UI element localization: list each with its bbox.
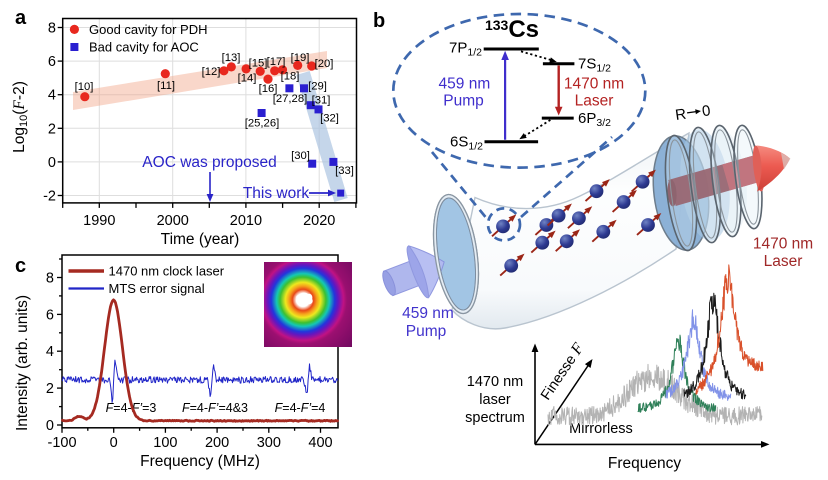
svg-text:[31]: [31] — [312, 95, 331, 107]
svg-text:F=4-F’=4&3: F=4-F’=4&3 — [182, 401, 248, 415]
svg-text:8: 8 — [46, 271, 54, 287]
svg-text:2020: 2020 — [303, 213, 335, 229]
svg-text:400: 400 — [308, 435, 332, 451]
svg-text:[16]: [16] — [259, 83, 278, 95]
svg-text:[15]: [15] — [249, 58, 268, 70]
svg-text:Time (year): Time (year) — [161, 231, 240, 248]
svg-text:[32]: [32] — [320, 113, 339, 125]
svg-text:459 nm: 459 nm — [439, 76, 491, 93]
svg-text:[30]: [30] — [291, 150, 310, 162]
svg-text:4: 4 — [46, 344, 54, 360]
svg-text:2: 2 — [46, 381, 54, 397]
svg-text:8: 8 — [48, 21, 56, 37]
svg-text:6: 6 — [46, 307, 54, 323]
svg-text:300: 300 — [257, 435, 281, 451]
svg-text:Finesse F: Finesse F — [537, 340, 587, 403]
svg-text:[13]: [13] — [222, 52, 241, 64]
svg-text:[14]: [14] — [238, 73, 257, 85]
svg-text:b: b — [373, 10, 385, 32]
svg-text:2010: 2010 — [230, 213, 262, 229]
svg-text:Bad cavity for AOC: Bad cavity for AOC — [89, 40, 199, 55]
svg-text:laser: laser — [479, 392, 511, 408]
svg-text:133Cs: 133Cs — [485, 16, 539, 43]
svg-text:1470 nm clock laser: 1470 nm clock laser — [109, 264, 225, 279]
svg-text:Log10(F-2): Log10(F-2) — [11, 81, 30, 153]
svg-text:Good cavity for PDH: Good cavity for PDH — [89, 22, 208, 37]
svg-text:[10]: [10] — [75, 81, 94, 93]
svg-text:1470 nm: 1470 nm — [564, 76, 624, 93]
svg-text:Mirrorless: Mirrorless — [569, 421, 633, 437]
svg-text:1470 nm: 1470 nm — [753, 236, 813, 253]
svg-text:0: 0 — [46, 418, 54, 434]
svg-text:Laser: Laser — [764, 253, 803, 270]
svg-text:-100: -100 — [47, 435, 76, 451]
svg-text:[33]: [33] — [335, 165, 354, 177]
svg-text:Pump: Pump — [443, 93, 484, 110]
svg-text:This work: This work — [243, 185, 310, 202]
svg-text:0: 0 — [701, 102, 712, 120]
svg-text:Laser: Laser — [575, 93, 614, 110]
svg-text:spectrum: spectrum — [465, 410, 525, 426]
svg-text:AOC was proposed: AOC was proposed — [142, 154, 276, 171]
svg-text:[11]: [11] — [157, 80, 175, 92]
svg-text:Frequency: Frequency — [608, 455, 681, 472]
svg-text:[12]: [12] — [202, 66, 221, 78]
svg-text:2000: 2000 — [157, 213, 189, 229]
svg-text:[29]: [29] — [308, 81, 327, 93]
svg-text:0: 0 — [110, 435, 118, 451]
svg-text:[17]: [17] — [267, 56, 286, 68]
svg-text:[20]: [20] — [315, 58, 334, 70]
svg-text:Pump: Pump — [406, 323, 447, 340]
svg-text:1990: 1990 — [83, 213, 115, 229]
svg-text:459 nm: 459 nm — [402, 305, 454, 322]
svg-text:R: R — [674, 106, 687, 124]
svg-text:0: 0 — [48, 155, 56, 171]
svg-text:MTS error signal: MTS error signal — [109, 281, 205, 296]
svg-text:2: 2 — [48, 121, 56, 137]
svg-text:c: c — [15, 255, 26, 277]
svg-text:4: 4 — [48, 88, 56, 104]
svg-text:Frequency (MHz): Frequency (MHz) — [140, 453, 260, 470]
svg-text:[25,26]: [25,26] — [245, 118, 280, 130]
svg-text:[18]: [18] — [281, 71, 300, 83]
svg-text:[19]: [19] — [291, 52, 310, 64]
svg-text:-2: -2 — [43, 189, 56, 205]
svg-text:F=4-F’=4: F=4-F’=4 — [275, 401, 326, 415]
svg-text:1470 nm: 1470 nm — [467, 374, 523, 390]
svg-text:Intensity (arb. units): Intensity (arb. units) — [14, 295, 31, 431]
svg-text:[27,28]: [27,28] — [273, 93, 308, 105]
svg-text:200: 200 — [205, 435, 229, 451]
svg-text:a: a — [15, 7, 27, 29]
svg-text:100: 100 — [153, 435, 177, 451]
svg-text:6: 6 — [48, 54, 56, 70]
